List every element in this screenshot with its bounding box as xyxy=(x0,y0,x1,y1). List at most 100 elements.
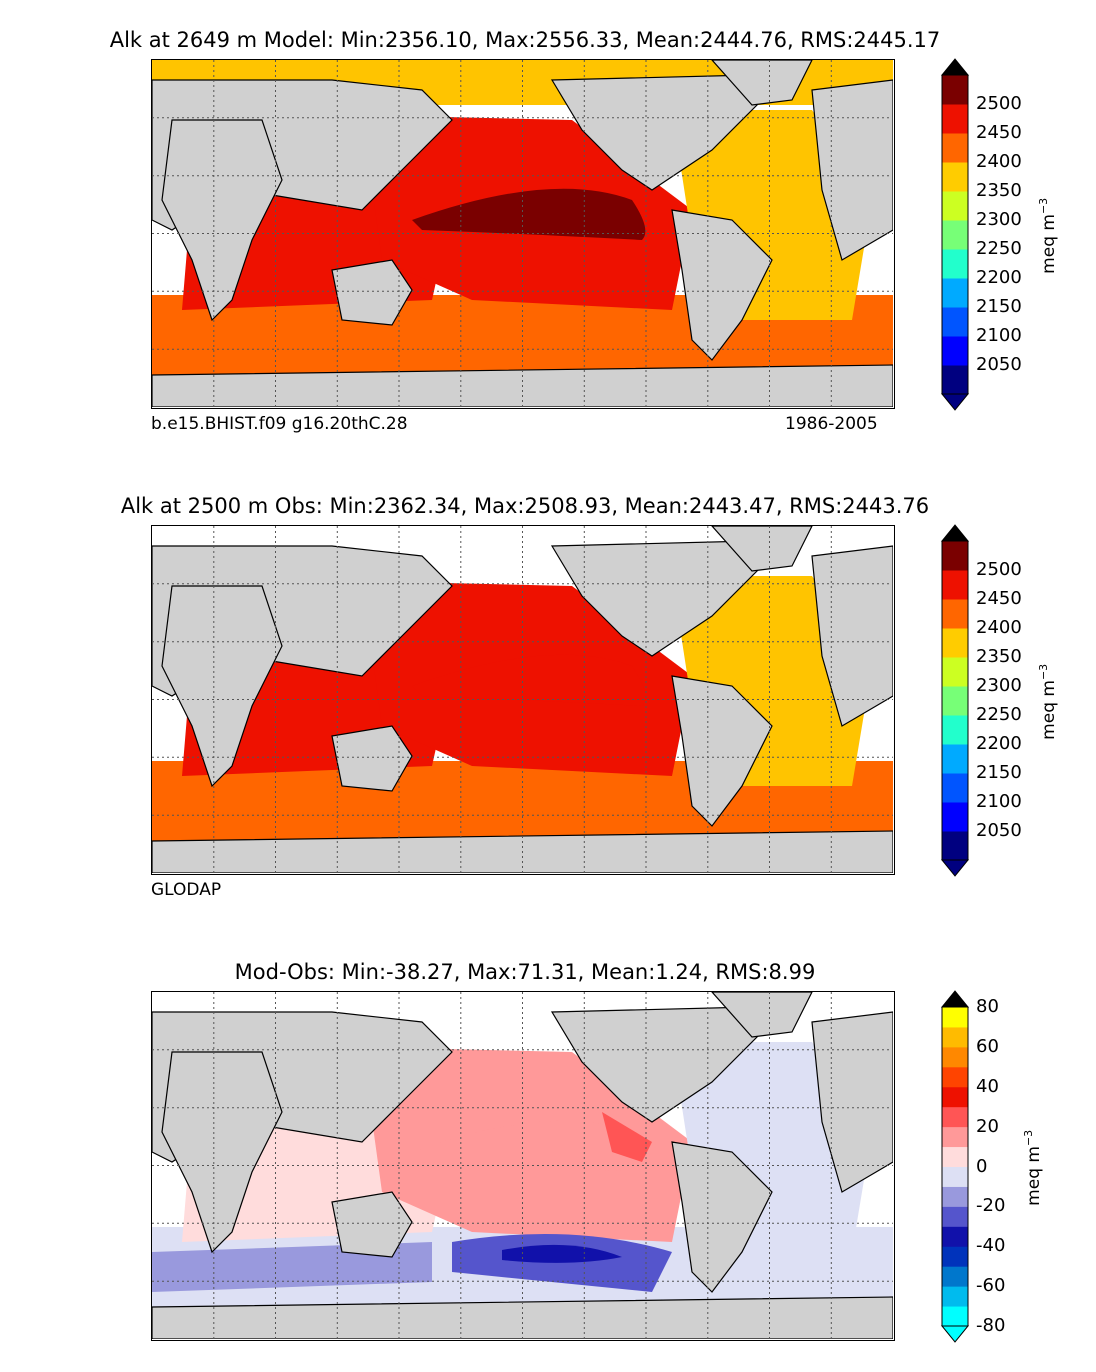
colorbar-tick-label: -80 xyxy=(976,1315,1006,1336)
colorbar-band xyxy=(942,1206,968,1227)
ocean-pacific-core xyxy=(412,654,646,706)
map-diff xyxy=(151,991,895,1341)
panel-title-model: Alk at 2649 m Model: Min:2356.10, Max:25… xyxy=(109,28,941,52)
anomaly-south-deep xyxy=(502,1244,622,1263)
land-africa xyxy=(161,1051,283,1254)
colorbar-band xyxy=(942,75,968,105)
colorbar-tick-label: 0 xyxy=(976,1155,988,1177)
colorbar-band xyxy=(942,1026,968,1048)
colorbar-band xyxy=(942,1266,968,1287)
colorbar-band xyxy=(942,744,968,774)
colorbar-tick-label: 2150 xyxy=(976,296,1022,317)
land-greenland xyxy=(711,526,813,572)
colorbar-tick-label: 40 xyxy=(976,1075,999,1097)
colorbar-tick-label: -20 xyxy=(976,1195,1006,1217)
colorbar-band xyxy=(942,1126,968,1148)
colorbar-tick-label: 2250 xyxy=(976,238,1022,259)
colorbar-band xyxy=(942,133,968,163)
colorbar-tick-label: 2200 xyxy=(976,733,1022,754)
colorbar-diff xyxy=(940,990,970,1343)
land-europe-east xyxy=(811,545,893,727)
colorbar-band xyxy=(942,1146,968,1167)
anomaly-peru-red xyxy=(602,1112,652,1162)
colorbar-band xyxy=(942,599,968,629)
colorbar-tick-label: 2050 xyxy=(976,820,1022,841)
land-africa xyxy=(161,119,283,322)
land-south-america xyxy=(671,675,773,827)
note-model-run: b.e15.BHIST.f09 g16.20thC.28 xyxy=(151,414,408,434)
colorbar-band xyxy=(942,831,968,861)
colorbar-tick-label: 2100 xyxy=(976,325,1022,346)
land-australia xyxy=(331,259,413,326)
land-greenland xyxy=(711,60,813,106)
colorbar-band xyxy=(942,1226,968,1247)
colorbar-unit-diff: meq m−3 xyxy=(1022,1129,1044,1206)
colorbar-under-extension xyxy=(940,1325,970,1343)
colorbar-over-extension xyxy=(940,990,970,1008)
colorbar-band xyxy=(942,1106,968,1128)
colorbar-band xyxy=(942,657,968,687)
land-south-america xyxy=(671,1141,773,1293)
anomaly-south-blue xyxy=(452,1234,672,1292)
colorbar-tick-label: 2400 xyxy=(976,617,1022,638)
colorbar-band xyxy=(942,365,968,395)
ocean-pacific-core xyxy=(412,188,646,240)
colorbar-band xyxy=(942,1166,968,1187)
colorbar-tick-label: 2500 xyxy=(976,559,1022,580)
land-europe-east xyxy=(811,79,893,261)
colorbar-band xyxy=(942,686,968,716)
colorbar-band xyxy=(942,570,968,600)
colorbar-model xyxy=(940,58,970,411)
colorbar-band xyxy=(942,1046,968,1068)
colorbar-outline xyxy=(941,1006,969,1327)
note-model-years: 1986-2005 xyxy=(785,414,878,434)
land-australia xyxy=(331,1191,413,1258)
colorbar-tick-label: 20 xyxy=(976,1115,999,1137)
colorbar-band xyxy=(942,628,968,658)
colorbar-tick-label: 2100 xyxy=(976,791,1022,812)
colorbar-tick-label: 2300 xyxy=(976,209,1022,230)
colorbar-band xyxy=(942,1306,968,1327)
colorbar-tick-label: 2450 xyxy=(976,122,1022,143)
colorbar-tick-label: -60 xyxy=(976,1275,1006,1297)
colorbar-band xyxy=(942,278,968,308)
colorbar-under-extension xyxy=(940,393,970,411)
colorbar-band xyxy=(942,802,968,832)
panel-title-obs: Alk at 2500 m Obs: Min:2362.34, Max:2508… xyxy=(120,494,930,518)
colorbar-outline xyxy=(941,74,969,395)
colorbar-unit-obs: meq m−3 xyxy=(1037,663,1059,740)
land-australia xyxy=(331,725,413,792)
land-greenland xyxy=(711,992,813,1038)
colorbar-band xyxy=(942,104,968,134)
colorbar-tick-label: 2350 xyxy=(976,646,1022,667)
colorbar-tick-label: 2500 xyxy=(976,93,1022,114)
colorbar-over-extension xyxy=(940,58,970,76)
colorbar-tick-label: 2150 xyxy=(976,762,1022,783)
colorbar-band xyxy=(942,541,968,571)
colorbar-band xyxy=(942,715,968,745)
land-south-america xyxy=(671,209,773,361)
colorbar-tick-label: 2350 xyxy=(976,180,1022,201)
panel-title-diff: Mod-Obs: Min:-38.27, Max:71.31, Mean:1.2… xyxy=(234,960,816,984)
colorbar-tick-label: 2250 xyxy=(976,704,1022,725)
colorbar-tick-label: 2400 xyxy=(976,151,1022,172)
colorbar-band xyxy=(942,1086,968,1108)
colorbar-band xyxy=(942,1066,968,1088)
colorbar-tick-label: 2050 xyxy=(976,354,1022,375)
colorbar-band xyxy=(942,249,968,279)
colorbar-under-extension xyxy=(940,859,970,877)
colorbar-tick-label: 2300 xyxy=(976,675,1022,696)
colorbar-tick-label: 2200 xyxy=(976,267,1022,288)
colorbar-unit-model: meq m−3 xyxy=(1037,197,1059,274)
colorbar-band xyxy=(942,162,968,192)
colorbar-tick-label: 80 xyxy=(976,996,999,1017)
colorbar-tick-label: -40 xyxy=(976,1235,1006,1257)
ocean-pacific-core xyxy=(412,1120,646,1172)
note-obs-source: GLODAP xyxy=(151,880,222,900)
map-model xyxy=(151,59,895,409)
colorbar-over-extension xyxy=(940,524,970,542)
colorbar-band xyxy=(942,1007,968,1028)
land-europe-east xyxy=(811,1011,893,1193)
colorbar-band xyxy=(942,1246,968,1267)
colorbar-band xyxy=(942,1186,968,1207)
